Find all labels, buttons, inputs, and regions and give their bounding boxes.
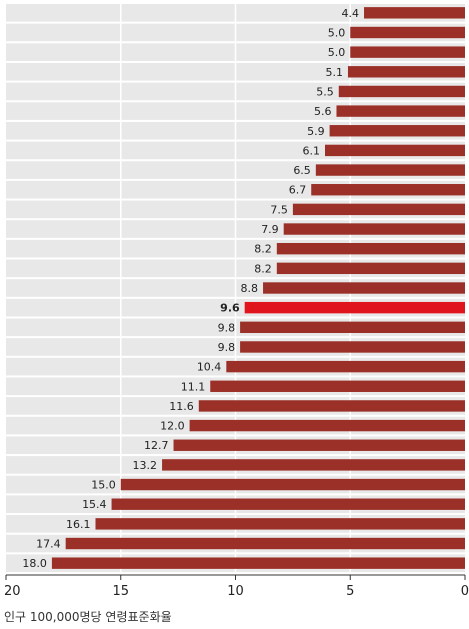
bar	[292, 203, 465, 216]
bar	[51, 557, 466, 569]
bar	[111, 498, 465, 510]
value-label: 17.4	[36, 538, 61, 551]
value-label: 12.0	[160, 420, 185, 433]
value-label: 9.8	[218, 341, 236, 354]
value-label: 5.9	[307, 125, 325, 138]
value-label: 8.2	[254, 243, 272, 256]
bars	[51, 7, 466, 569]
value-label: 6.1	[303, 144, 321, 157]
value-label: 5.0	[328, 46, 346, 59]
value-label: 5.0	[328, 26, 346, 39]
bar	[338, 85, 465, 98]
tick-label: 10	[227, 584, 244, 599]
bar	[329, 125, 465, 137]
value-label: 16.1	[66, 518, 91, 531]
bar	[198, 400, 465, 412]
value-label: 5.1	[325, 66, 343, 79]
x-axis-ticks: 20 15 10 5 0	[4, 575, 469, 599]
value-label: 12.7	[144, 439, 169, 452]
value-label: 6.7	[289, 184, 307, 197]
bar	[276, 242, 465, 255]
value-label: 9.6	[220, 302, 240, 315]
bar	[189, 419, 465, 432]
tick-label: 5	[346, 584, 354, 599]
bar	[173, 439, 465, 451]
tick-label: 20	[4, 584, 21, 599]
value-label: 10.4	[197, 361, 222, 374]
bar	[350, 26, 465, 39]
bar	[276, 262, 465, 275]
tick-label: 15	[112, 584, 129, 599]
value-label: 15.0	[91, 479, 116, 492]
bar	[336, 105, 465, 117]
bar	[315, 164, 465, 176]
bar	[325, 144, 465, 157]
bar	[347, 66, 465, 78]
bar	[95, 518, 465, 530]
highlight-bar	[244, 301, 465, 314]
value-label: 11.1	[181, 380, 206, 393]
bar	[350, 46, 465, 58]
bar	[65, 537, 466, 550]
bar	[263, 282, 465, 294]
value-label: 7.5	[270, 203, 288, 216]
value-label: 13.2	[133, 459, 158, 472]
value-label: 4.4	[342, 7, 360, 20]
bar	[240, 321, 465, 334]
value-label: 9.8	[218, 321, 236, 334]
bar	[283, 223, 465, 235]
value-label: 11.6	[169, 400, 194, 413]
value-label: 8.8	[241, 282, 259, 295]
value-label: 18.0	[22, 557, 47, 570]
bar	[120, 478, 465, 491]
value-label: 7.9	[261, 223, 279, 236]
value-label: 5.6	[314, 105, 332, 118]
value-label: 5.5	[316, 85, 334, 98]
bar	[162, 459, 465, 471]
tick-label: 0	[461, 584, 469, 599]
value-label: 6.5	[293, 164, 311, 177]
bar	[311, 184, 465, 196]
bar	[240, 341, 465, 353]
value-label: 15.4	[82, 498, 107, 511]
value-labels: 4.4 5.0 5.0 5.1 5.5 5.6 5.9 6.1 6.5 6.77.5 7.9 8.2 8…	[22, 7, 359, 570]
bar	[210, 380, 465, 392]
bar	[226, 360, 465, 373]
value-label: 8.2	[254, 262, 272, 275]
bar	[364, 7, 465, 19]
x-axis-label: 인구 100,000명당 연령표준화율	[4, 610, 172, 624]
